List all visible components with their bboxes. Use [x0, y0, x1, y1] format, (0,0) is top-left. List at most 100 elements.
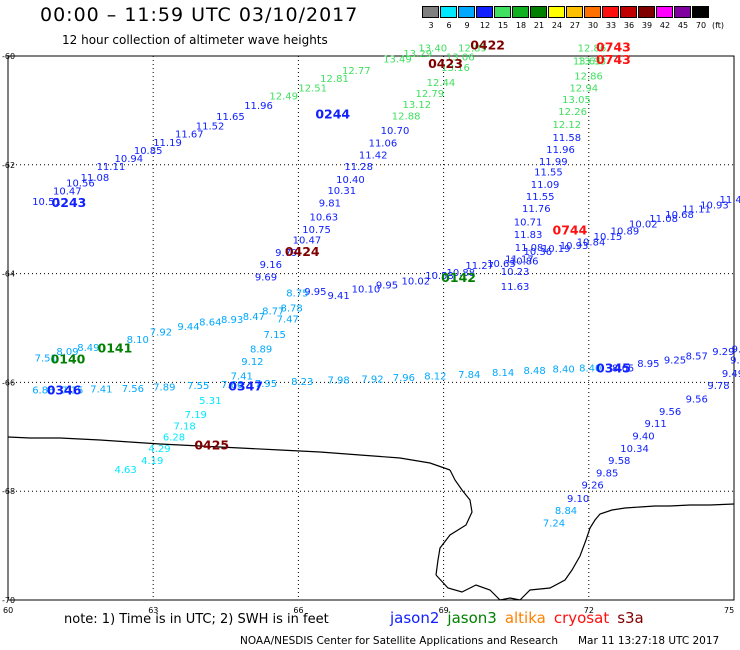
scale-swatch — [656, 6, 673, 18]
wave-height-label: 7.47 — [277, 315, 299, 326]
scale-label: 12 — [479, 21, 491, 30]
wave-height-label: 12.79 — [416, 89, 445, 100]
scale-label: 27 — [569, 21, 581, 30]
wave-height-label: 9.10 — [567, 494, 589, 505]
wave-height-label: 4.19 — [141, 456, 163, 467]
wave-height-label: 9.41 — [327, 291, 349, 302]
wave-height-label: 7.92 — [150, 328, 172, 339]
longitude-tick-label: 75 — [724, 606, 734, 615]
pass-time-label: 0423 — [428, 56, 463, 71]
scale-swatch — [602, 6, 619, 18]
wave-height-label: 9.11 — [644, 419, 666, 430]
wave-height-label: 8.75 — [286, 288, 308, 299]
wave-height-label: 10.47 — [293, 236, 322, 247]
wave-height-label: 12.88 — [392, 112, 421, 123]
wave-height-label: 11.28 — [344, 162, 373, 173]
wave-height-label: 9.26 — [582, 480, 604, 491]
latitude-tick-label: -68 — [2, 487, 15, 496]
wave-height-label: 12.89 — [458, 44, 487, 55]
wave-height-label: 10.70 — [381, 126, 410, 137]
wave-height-label: 13.05 — [562, 95, 591, 106]
wave-height-label: 8.89 — [250, 344, 272, 355]
wave-height-label: 7.98 — [327, 375, 349, 386]
wave-height-label: 8.57 — [686, 352, 708, 363]
map-subtitle: 12 hour collection of altimeter wave hei… — [62, 33, 328, 47]
wave-height-label: 13.06 — [446, 52, 475, 63]
legend-item-jason3: jason3 — [447, 609, 497, 627]
wave-height-label: 9.56 — [686, 395, 708, 406]
scale-label: 45 — [677, 21, 689, 30]
wave-height-label: 11.08 — [515, 243, 544, 254]
wave-height-label: 11.27 — [465, 261, 494, 272]
wave-height-label: 4.29 — [148, 444, 170, 455]
wave-height-label: 10.36 — [523, 247, 552, 258]
wave-height-label: 8.10 — [127, 335, 149, 346]
wave-height-label: 9.25 — [664, 355, 686, 366]
latitude-tick-label: -62 — [2, 161, 15, 170]
latitude-tick-label: -64 — [2, 270, 15, 279]
wave-height-label: 9.44 — [177, 322, 199, 333]
wave-height-label: 7.92 — [361, 374, 383, 385]
wave-height-label: 10.84 — [577, 237, 606, 248]
wave-height-label: 12.86 — [578, 44, 607, 55]
legend-item-jason2: jason2 — [390, 609, 440, 627]
wave-height-label: 9.12 — [241, 357, 263, 368]
wave-height-label: 13.49 — [383, 55, 412, 66]
wave-height-label: 10.10 — [352, 285, 381, 296]
wave-height-label: 9.29 — [712, 347, 734, 358]
wave-height-label: 13.29 — [403, 49, 432, 60]
wave-height-label: 11.11 — [682, 205, 711, 216]
wave-height-label: 7.18 — [174, 422, 196, 433]
scale-label: 3 — [428, 21, 434, 30]
scale-swatch — [422, 6, 439, 18]
wave-height-label: 7.56 — [122, 384, 144, 395]
wave-height-label: 12.51 — [298, 83, 327, 94]
legend-item-altika: altika — [504, 609, 546, 627]
wave-height-label: 8.40 — [579, 364, 601, 375]
wave-height-label: 12.94 — [569, 83, 598, 94]
pass-time-label: 0347 — [228, 379, 263, 394]
wave-height-label: 7.24 — [543, 519, 565, 530]
wave-height-label: 10.15 — [594, 232, 623, 243]
wave-height-label: 8.78 — [280, 304, 302, 315]
wave-height-label: 9.40 — [632, 432, 654, 443]
wave-height-label: 7.41 — [90, 385, 112, 396]
wave-height-label: 11.17 — [505, 255, 534, 266]
scale-swatch — [494, 6, 511, 18]
wave-height-label: 10.40 — [336, 175, 365, 186]
scale-label: 9 — [464, 21, 470, 30]
wave-height-label: 11.52 — [196, 121, 225, 132]
scale-swatch — [548, 6, 565, 18]
scale-label: 39 — [641, 21, 653, 30]
wave-height-label: 13.12 — [402, 100, 431, 111]
wave-height-label: 11.55 — [526, 192, 555, 203]
wave-height-label: 11.99 — [539, 157, 568, 168]
wave-height-label: 11.63 — [501, 282, 530, 293]
wave-height-label: 10.23 — [501, 267, 530, 278]
wave-height-label: 10.19 — [542, 244, 571, 255]
wave-height-label: 11.42 — [359, 150, 388, 161]
wave-height-label: 7.15 — [264, 330, 286, 341]
wave-height-label: 8.48 — [523, 366, 545, 377]
credit-text: NOAA/NESDIS Center for Satellite Applica… — [240, 635, 558, 647]
wave-height-label: 12.26 — [558, 107, 587, 118]
wave-height-label: 7.19 — [185, 410, 207, 421]
wave-height-label: 12.81 — [320, 74, 349, 85]
wave-height-label: 12.44 — [427, 78, 456, 89]
wave-height-label: 7.89 — [153, 383, 175, 394]
wave-height-label: 11.06 — [369, 138, 398, 149]
wave-height-label: 11.83 — [514, 230, 543, 241]
wave-height-label: 9.85 — [596, 469, 618, 480]
wave-height-label: 10.02 — [401, 276, 430, 287]
scale-swatch — [692, 6, 709, 18]
wave-height-label: 7.15 — [61, 385, 83, 396]
wave-height-label: 7.84 — [458, 370, 480, 381]
wave-height-label: 12.77 — [342, 66, 371, 77]
wave-height-label: 9.09 — [732, 344, 740, 355]
wave-height-label: 10.89 — [611, 226, 640, 237]
wave-height-label: 11.11 — [97, 162, 126, 173]
wave-height-label: 10.53 — [425, 271, 454, 282]
latitude-tick-label: -66 — [2, 378, 15, 387]
